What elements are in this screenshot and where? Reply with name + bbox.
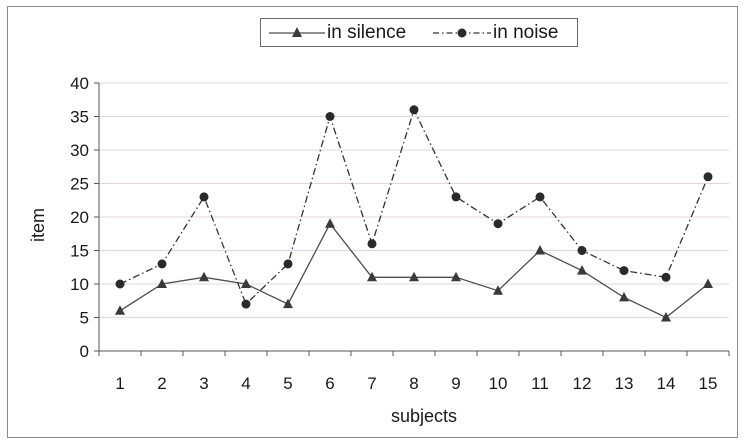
legend-label-noise: in noise xyxy=(493,21,559,43)
data-point-noise xyxy=(493,219,503,229)
data-point-silence xyxy=(409,271,419,282)
x-tick-label: 10 xyxy=(489,374,508,393)
x-tick-label: 15 xyxy=(699,374,718,393)
y-tick-label: 40 xyxy=(70,74,89,93)
x-tick-label: 5 xyxy=(283,374,292,393)
data-point-silence xyxy=(199,271,209,282)
y-tick-label: 35 xyxy=(70,108,89,127)
legend-marker-silence xyxy=(269,26,325,37)
y-tick-label: 15 xyxy=(70,242,89,261)
data-point-silence xyxy=(283,298,293,309)
data-point-noise xyxy=(241,299,251,309)
data-point-noise xyxy=(619,266,629,276)
y-axis-title: item xyxy=(28,208,48,242)
y-tick-label: 20 xyxy=(70,208,89,227)
data-point-silence xyxy=(661,312,671,322)
x-tick-label: 4 xyxy=(241,374,250,393)
legend-label-silence: in silence xyxy=(327,21,407,43)
x-tick-label: 2 xyxy=(157,374,166,393)
data-point-noise xyxy=(199,192,209,202)
x-tick-label: 7 xyxy=(367,374,376,393)
legend: in silence in noise xyxy=(260,18,578,47)
y-tick-label: 10 xyxy=(70,275,89,294)
y-tick-label: 25 xyxy=(70,175,89,194)
legend-item-noise: in noise xyxy=(431,19,559,46)
data-point-silence xyxy=(619,291,629,302)
x-tick-label: 6 xyxy=(325,374,334,393)
data-point-noise xyxy=(703,172,713,182)
x-tick-label: 14 xyxy=(657,374,676,393)
data-point-silence xyxy=(241,278,251,288)
x-axis-title: subjects xyxy=(391,406,457,426)
data-point-noise xyxy=(577,246,587,255)
x-tick-label: 13 xyxy=(615,374,634,393)
data-point-silence xyxy=(367,271,377,282)
data-point-silence xyxy=(493,285,503,295)
x-tick-label: 9 xyxy=(451,374,460,393)
x-tick-label: 11 xyxy=(531,374,549,393)
data-point-silence xyxy=(703,278,713,288)
legend-item-silence: in silence xyxy=(267,19,406,46)
data-point-silence xyxy=(157,278,167,288)
x-tick-label: 1 xyxy=(115,374,124,393)
data-point-silence xyxy=(577,265,587,275)
x-tick-label: 12 xyxy=(573,374,592,393)
y-tick-label: 30 xyxy=(70,141,89,160)
data-point-noise xyxy=(409,105,419,115)
data-point-noise xyxy=(661,272,671,282)
data-point-silence xyxy=(115,305,125,315)
data-point-noise xyxy=(451,192,461,202)
y-tick-label: 5 xyxy=(80,309,89,328)
y-tick-label: 0 xyxy=(80,342,89,361)
data-point-noise xyxy=(535,192,545,202)
x-tick-label: 8 xyxy=(409,374,418,393)
chart-frame xyxy=(7,6,738,438)
data-point-noise xyxy=(157,259,167,269)
data-point-noise xyxy=(325,112,335,121)
data-point-noise xyxy=(115,279,125,289)
data-point-silence xyxy=(325,218,335,228)
data-point-noise xyxy=(283,259,293,269)
data-point-silence xyxy=(535,245,545,255)
data-point-silence xyxy=(451,271,461,282)
legend-marker-noise xyxy=(433,28,491,37)
x-tick-label: 3 xyxy=(199,374,208,393)
data-point-noise xyxy=(367,239,377,249)
